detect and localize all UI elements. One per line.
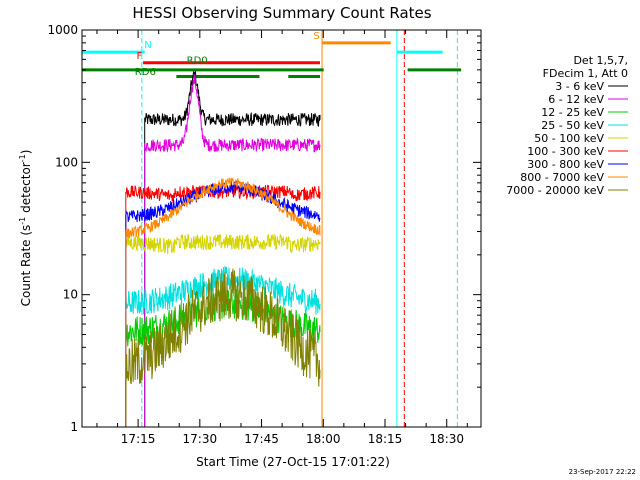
data-series-layer xyxy=(125,71,321,427)
legend-label-3-6-kev: 3 - 6 keV xyxy=(555,80,604,93)
series-line-300-800-kev xyxy=(125,180,321,427)
flag-label-n: N xyxy=(144,40,151,51)
legend-label-800-7000-kev: 800 - 7000 keV xyxy=(520,171,604,184)
flag-label-rd0: RD0 xyxy=(187,56,208,67)
y-tick-label-10: 10 xyxy=(63,288,78,302)
x-axis-label: Start Time (27-Oct-15 17:01:22) xyxy=(196,455,390,469)
x-tick-label-15: 17:15 xyxy=(121,432,156,446)
legend-label-100-300-kev: 100 - 300 keV xyxy=(527,145,604,158)
x-tick-label-60: 18:00 xyxy=(306,432,341,446)
x-tick-label-30: 17:30 xyxy=(183,432,218,446)
y-tick-label-1000: 1000 xyxy=(47,23,78,37)
y-axis-label: Count Rate (s-1 detector-1) xyxy=(18,150,33,307)
series-line-7000-20000-kev xyxy=(125,268,321,427)
legend-label-12-25-kev: 12 - 25 keV xyxy=(541,106,604,119)
generation-timestamp: 23-Sep-2017 22:22 xyxy=(569,468,636,476)
y-tick-label-100: 100 xyxy=(55,155,78,169)
legend-label-300-800-kev: 300 - 800 keV xyxy=(527,158,604,171)
chart-title: HESSI Observing Summary Count Rates xyxy=(132,4,431,22)
series-line-50-100-kev xyxy=(125,233,321,427)
flag-label-s: S xyxy=(313,31,319,42)
legend-header-line2: FDecim 1, Att 0 xyxy=(543,67,628,80)
y-tick-label-1: 1 xyxy=(70,420,78,434)
legend-label-50-100-kev: 50 - 100 keV xyxy=(534,132,604,145)
x-tick-label-45: 17:45 xyxy=(244,432,279,446)
axis-ticks: 17:15 17:30 17:45 18:00 18:15 18:30 1 10 100 1000 xyxy=(47,23,481,446)
series-line-100-300-kev xyxy=(125,184,321,427)
y-axis-label-part1: Count Rate (s xyxy=(19,225,33,307)
plot-frame xyxy=(81,29,482,428)
y-axis-label-part3: ) xyxy=(19,150,33,155)
series-line-3-6-kev xyxy=(144,71,321,427)
flag-label-f: F xyxy=(136,51,142,62)
flag-bars-layer: N S F RD6 RD0 xyxy=(82,31,462,78)
y-axis-label-sup1: -1 xyxy=(18,217,27,225)
x-tick-label-75: 18:15 xyxy=(368,432,403,446)
legend-header-line1: Det 1,5,7, xyxy=(573,54,628,67)
legend-label-6-12-kev: 6 - 12 keV xyxy=(548,93,604,106)
y-axis-label-sup2: -1 xyxy=(18,154,27,162)
x-tick-label-90: 18:30 xyxy=(429,432,464,446)
series-line-6-12-kev xyxy=(144,74,321,427)
y-axis-label-part2: detector xyxy=(19,162,33,217)
flag-label-rd6: RD6 xyxy=(135,67,156,78)
series-line-800-7000-kev xyxy=(125,177,321,427)
legend-label-7000-20000-kev: 7000 - 20000 keV xyxy=(506,184,604,197)
legend-label-25-50-kev: 25 - 50 keV xyxy=(541,119,604,132)
